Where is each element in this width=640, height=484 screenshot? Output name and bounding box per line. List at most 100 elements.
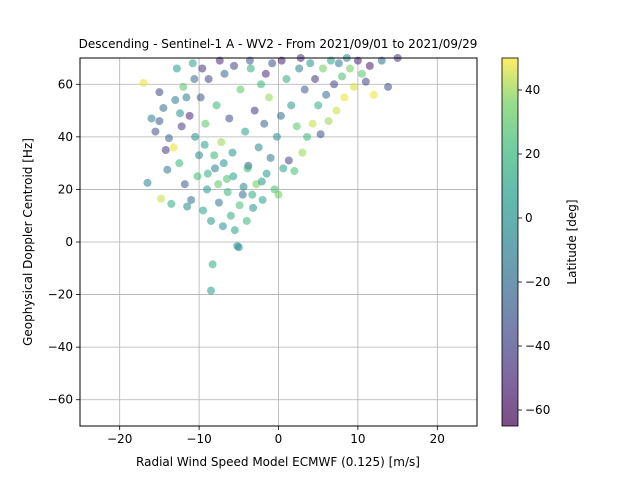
scatter-point (228, 148, 237, 157)
scatter-point (258, 195, 267, 204)
scatter-point (250, 106, 259, 115)
scatter-points (139, 54, 402, 295)
y-tick-label: 20 (58, 182, 73, 196)
scatter-point (199, 206, 208, 215)
scatter-point (201, 119, 210, 128)
x-tick-label: 20 (430, 432, 445, 446)
scatter-point (311, 75, 320, 84)
scatter-point (215, 56, 224, 65)
scatter-point (151, 127, 160, 136)
scatter-point (349, 82, 358, 91)
colorbar (501, 57, 519, 427)
colorbar-tick-label: 0 (525, 211, 533, 225)
x-axis-ticks: −20 −10 0 10 20 (107, 426, 445, 446)
scatter-point (139, 78, 148, 87)
scatter-point (212, 101, 221, 110)
scatter-point (245, 56, 254, 65)
colorbar-ticks: 40 20 0 −20 −40 −60 (518, 83, 550, 417)
scatter-point (303, 132, 312, 141)
scatter-point (225, 114, 234, 123)
colorbar-label: Latitude [deg] (565, 199, 579, 284)
scatter-point (284, 156, 293, 165)
scatter-point (161, 146, 170, 154)
scatter-point (257, 80, 266, 89)
scatter-point (223, 188, 232, 197)
scatter-point (207, 286, 216, 295)
scatter-point (308, 119, 317, 128)
colorbar-tick-label: −60 (525, 403, 550, 417)
scatter-point (185, 111, 194, 120)
scatter-point (155, 88, 164, 97)
scatter-point (169, 143, 178, 152)
scatter-point (183, 202, 192, 211)
colorbar-tick-label: 20 (525, 147, 540, 161)
scatter-point (242, 216, 251, 225)
scatter-point (204, 75, 213, 84)
scatter-point (172, 64, 181, 73)
scatter-point (196, 93, 205, 102)
scatter-point (334, 59, 343, 68)
scatter-point (314, 101, 323, 110)
y-axis-ticks: −60 −40 −20 0 20 40 60 (48, 77, 80, 407)
y-tick-label: −60 (48, 393, 73, 407)
scatter-point (188, 59, 197, 68)
scatter-point (156, 194, 165, 203)
scatter-point (143, 178, 152, 187)
scatter-point (248, 190, 257, 199)
scatter-point (298, 148, 307, 157)
scatter-point (295, 64, 304, 73)
scatter-point (249, 203, 258, 212)
scatter-point (254, 143, 263, 152)
scatter-point (207, 216, 216, 225)
scatter-point (330, 80, 339, 89)
scatter-point (180, 180, 189, 189)
scatter-point (384, 82, 393, 91)
scatter-point (214, 180, 223, 189)
scatter-point (214, 198, 223, 207)
scatter-point (287, 101, 296, 110)
scatter-point (357, 69, 366, 78)
colorbar-tick-label: −20 (525, 275, 550, 289)
scatter-point (164, 134, 173, 143)
scatter-point (234, 243, 243, 252)
scatter-point (361, 77, 370, 86)
scatter-point (241, 127, 250, 136)
scatter-point (246, 64, 255, 73)
scatter-point (316, 130, 325, 139)
scatter-point (238, 190, 247, 199)
scatter-point (306, 59, 315, 68)
scatter-point (229, 172, 238, 181)
scatter-point (257, 177, 266, 186)
scatter-point (222, 174, 231, 183)
y-tick-label: 60 (58, 77, 73, 91)
scatter-point (276, 111, 285, 120)
scatter-point (266, 153, 275, 162)
scatter-point (277, 56, 286, 65)
scatter-point (345, 64, 354, 73)
scatter-point (203, 185, 212, 194)
scatter-point (171, 96, 180, 105)
scatter-point (230, 61, 239, 70)
scatter-point (182, 93, 191, 102)
scatter-point (332, 106, 341, 115)
scatter-point (369, 90, 378, 99)
scatter-point (365, 61, 374, 70)
scatter-point (377, 56, 386, 65)
scatter-point (208, 260, 217, 269)
scatter-point (176, 109, 185, 118)
colorbar-tick-label: 40 (525, 83, 540, 97)
scatter-point (353, 56, 362, 65)
x-tick-label: 10 (350, 432, 365, 446)
scatter-point (274, 190, 283, 199)
scatter-point (195, 151, 204, 160)
x-tick-label: −20 (107, 432, 132, 446)
scatter-point (230, 226, 239, 235)
scatter-point (210, 164, 219, 173)
scatter-point (210, 151, 219, 160)
y-tick-label: 0 (65, 235, 73, 249)
scatter-point (218, 222, 227, 231)
scatter-point (226, 211, 235, 220)
scatter-point (200, 140, 209, 149)
scatter-point (177, 122, 186, 131)
